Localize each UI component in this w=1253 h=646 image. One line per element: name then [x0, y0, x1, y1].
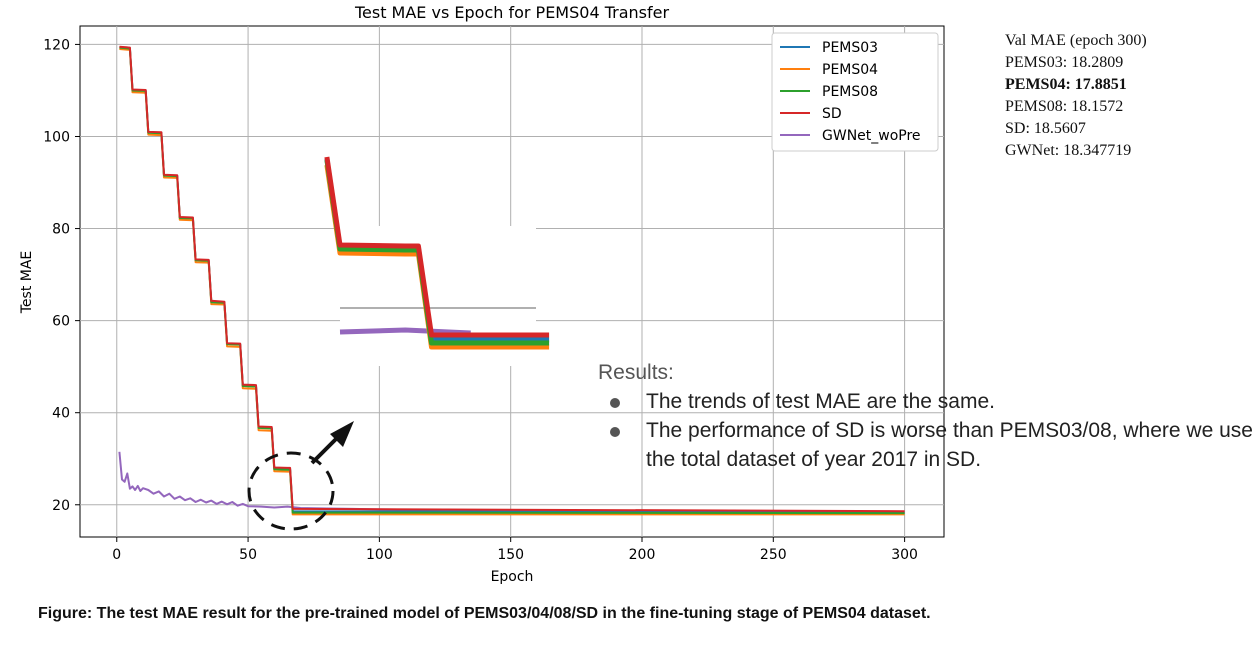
inset-line-SD [324, 156, 550, 338]
val-mae-note: Val MAE (epoch 300) PEMS03: 18.2809 PEMS… [1005, 30, 1147, 162]
series-line-PEMS04 [119, 48, 905, 516]
x-axis-label: Epoch [491, 569, 534, 585]
line-chart: Test MAE vs Epoch for PEMS04 Transfer 0 5… [19, 3, 945, 585]
y-tick-label: 40 [52, 406, 70, 422]
x-tick-label: 100 [366, 547, 393, 563]
highlight-circle [247, 451, 335, 531]
x-tick-label: 250 [760, 547, 787, 563]
inset-line-GWNet_woPre [339, 327, 471, 336]
arrow-icon [310, 421, 354, 465]
legend-label: GWNet_woPre [822, 128, 921, 144]
bullet-icon [610, 427, 620, 437]
x-tick-label: 200 [629, 547, 656, 563]
series-line-SD [119, 45, 905, 513]
val-mae-heading: Val MAE (epoch 300) [1005, 32, 1147, 49]
legend-label: PEMS08 [822, 84, 878, 100]
result-bullet: The performance of SD is worse than PEMS… [598, 416, 1253, 474]
val-mae-line: GWNet: 18.347719 [1005, 142, 1132, 159]
results-list: The trends of test MAE are the same. The… [598, 387, 1253, 474]
results-heading: Results: [598, 361, 674, 384]
val-mae-line: PEMS03: 18.2809 [1005, 54, 1124, 71]
chart-legend: PEMS03 PEMS04 PEMS08 SD GWNet_woPre [771, 32, 939, 152]
results-box: Results: The trends of test MAE are the … [598, 358, 1253, 474]
y-tick-label: 80 [52, 222, 70, 238]
x-tick-label: 300 [891, 547, 918, 563]
y-axis-label: Test MAE [19, 251, 35, 315]
chart-title: Test MAE vs Epoch for PEMS04 Transfer [354, 3, 670, 22]
x-tick-label: 50 [239, 547, 257, 563]
val-mae-line: PEMS08: 18.1572 [1005, 98, 1124, 115]
y-tick-label: 100 [43, 129, 70, 145]
legend-label: PEMS03 [822, 40, 878, 56]
bullet-icon [610, 398, 620, 408]
figure-caption: Figure: The test MAE result for the pre-… [38, 605, 931, 622]
legend-label: PEMS04 [822, 62, 878, 78]
y-tick-label: 60 [52, 314, 70, 330]
result-bullet: The trends of test MAE are the same. [598, 387, 1253, 416]
y-tick-label: 20 [52, 498, 70, 514]
val-mae-line: SD: 18.5607 [1005, 120, 1086, 137]
x-tick-label: 150 [497, 547, 524, 563]
axis-ticks: 0 50 100 150 200 250 300 20 40 60 80 100 120 [43, 37, 918, 563]
x-tick-label: 0 [112, 547, 121, 563]
zoom-inset [324, 156, 550, 366]
series-lines [118, 45, 905, 516]
legend-label: SD [822, 106, 842, 122]
val-mae-line: PEMS04: 17.8851 [1005, 76, 1127, 93]
y-tick-label: 120 [43, 37, 70, 53]
